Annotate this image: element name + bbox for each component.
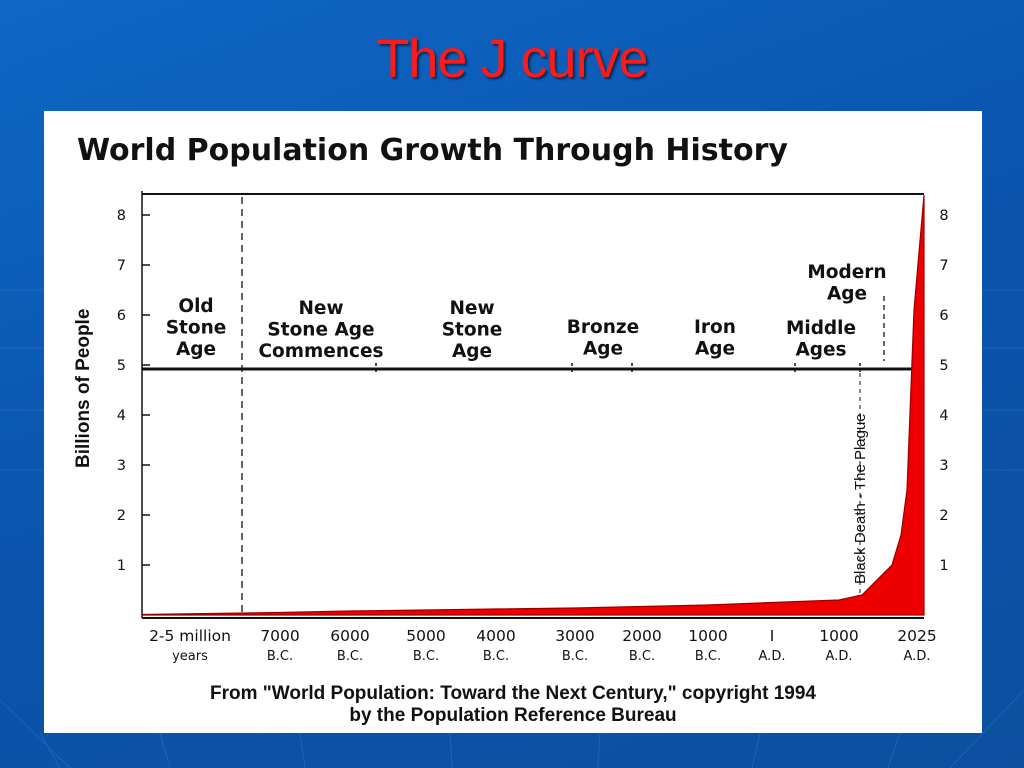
y-tick-label-left: 8	[117, 208, 126, 224]
y-tick-label-right: 4	[939, 408, 948, 424]
era-label: New Stone Age	[442, 298, 503, 362]
x-tick-sublabel: B.C.	[413, 649, 439, 664]
x-tick-label: 2025	[897, 627, 936, 645]
era-label: Modern Age	[807, 262, 886, 305]
chart-figure: World Population Growth Through History …	[44, 111, 982, 733]
y-tick-label-left: 6	[117, 308, 126, 324]
y-ticks-right: 1 2 3 4 5 6 7 8	[939, 208, 948, 574]
source-line-2: by the Population Reference Bureau	[349, 705, 676, 726]
population-curve	[141, 194, 925, 616]
black-death-annotation: Black Death - The Plague	[852, 413, 869, 584]
x-tick-label: 2-5 million	[149, 627, 231, 645]
x-tick-sublabel: B.C.	[483, 649, 509, 664]
x-tick-label: 6000	[330, 627, 369, 645]
y-tick-label-right: 3	[939, 458, 948, 474]
y-tick-label-right: 8	[939, 208, 948, 224]
x-tick-sublabel: A.D.	[759, 649, 786, 664]
x-tick-label: 7000	[260, 627, 299, 645]
y-tick-label-left: 4	[117, 408, 126, 424]
era-labels: Old Stone Age New Stone Age Commences New Stone…	[166, 262, 887, 601]
y-tick-label-right: 5	[939, 358, 948, 374]
y-tick-label-left: 2	[117, 508, 126, 524]
x-tick-sublabel: B.C.	[562, 649, 588, 664]
x-ticks: 2-5 million years 7000 B.C. 6000 B.C. 5000 B.C.…	[149, 627, 937, 664]
x-tick-sublabel: years	[172, 649, 208, 664]
y-tick-label-left: 7	[117, 258, 126, 274]
y-tick-label-right: 1	[939, 558, 948, 574]
y-tick-label-right: 7	[939, 258, 948, 274]
population-area	[141, 194, 925, 616]
slide-title: The J curve	[376, 29, 648, 89]
y-axis-label: Billions of People	[73, 309, 94, 468]
y-tick-label-right: 2	[939, 508, 948, 524]
era-label: New Stone Age Commences	[258, 298, 383, 362]
y-ticks-left: 1 2 3 4 5 6 7 8	[117, 208, 150, 574]
y-tick-label-left: 3	[117, 458, 126, 474]
x-tick-sublabel: B.C.	[695, 649, 721, 664]
era-label: Bronze Age	[567, 317, 639, 360]
y-tick-label-left: 5	[117, 358, 126, 374]
x-tick-sublabel: A.D.	[826, 649, 853, 664]
y-tick-label-left: 1	[117, 558, 126, 574]
plot-frame	[141, 191, 924, 619]
x-tick-label: 2000	[622, 627, 661, 645]
x-tick-label: 1000	[819, 627, 858, 645]
x-tick-label: 1000	[688, 627, 727, 645]
x-tick-label: I	[770, 627, 775, 645]
chart-title: World Population Growth Through History	[77, 133, 788, 168]
x-tick-sublabel: A.D.	[904, 649, 931, 664]
x-tick-label: 4000	[476, 627, 515, 645]
x-tick-label: 5000	[406, 627, 445, 645]
x-tick-sublabel: B.C.	[629, 649, 655, 664]
x-tick-sublabel: B.C.	[337, 649, 363, 664]
era-label: Old Stone Age	[166, 296, 227, 360]
chart-canvas: World Population Growth Through History …	[73, 133, 949, 726]
x-tick-label: 3000	[555, 627, 594, 645]
source-line-1: From "World Population: Toward the Next …	[210, 683, 816, 704]
y-tick-label-right: 6	[939, 308, 948, 324]
era-label: Middle Ages	[786, 318, 856, 361]
x-tick-sublabel: B.C.	[267, 649, 293, 664]
era-label: Iron Age	[694, 317, 736, 360]
